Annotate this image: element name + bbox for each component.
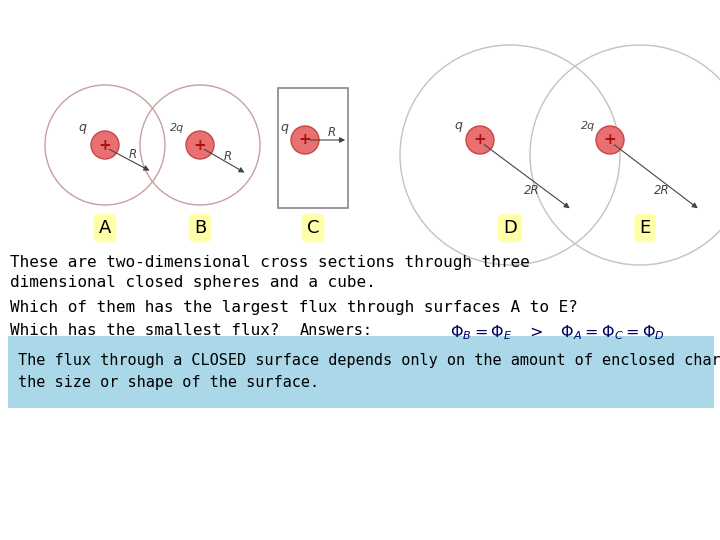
Text: the size or shape of the surface.: the size or shape of the surface.: [18, 375, 319, 390]
Circle shape: [596, 126, 624, 154]
Circle shape: [466, 126, 494, 154]
Text: R: R: [328, 126, 336, 139]
Text: +: +: [474, 132, 487, 147]
Text: 2q: 2q: [170, 123, 184, 133]
Text: +: +: [603, 132, 616, 147]
Text: C: C: [307, 219, 319, 237]
Circle shape: [291, 126, 319, 154]
Text: These are two-dimensional cross sections through three: These are two-dimensional cross sections…: [10, 255, 530, 270]
Text: q: q: [280, 122, 288, 134]
Bar: [8, 336, 714, 408]
Text: q: q: [454, 119, 462, 132]
Text: 2R: 2R: [654, 184, 670, 197]
Text: E: E: [639, 219, 651, 237]
Text: dimensional closed spheres and a cube.: dimensional closed spheres and a cube.: [10, 275, 376, 290]
Text: +: +: [194, 138, 207, 152]
Text: 2R: 2R: [524, 184, 540, 197]
Text: A: A: [99, 219, 111, 237]
Text: R: R: [129, 148, 137, 161]
Text: B: B: [194, 219, 206, 237]
Text: +: +: [299, 132, 311, 147]
Text: $\Phi_B= \Phi_E$   $>$   $\Phi_A= \Phi_C= \Phi_D$: $\Phi_B= \Phi_E$ $>$ $\Phi_A= \Phi_C= \P…: [450, 323, 665, 342]
Text: Which of them has the largest flux through surfaces A to E?: Which of them has the largest flux throu…: [10, 300, 578, 315]
Text: 2q: 2q: [581, 121, 595, 131]
Bar: [278, 88, 348, 208]
Text: R: R: [224, 151, 232, 164]
Text: Which has the smallest flux?: Which has the smallest flux?: [10, 323, 279, 338]
Text: D: D: [503, 219, 517, 237]
Text: +: +: [99, 138, 112, 152]
Circle shape: [186, 131, 214, 159]
Text: Answers:: Answers:: [300, 323, 373, 338]
Text: q: q: [78, 122, 86, 134]
Text: The flux through a CLOSED surface depends only on the amount of enclosed charge,: The flux through a CLOSED surface depend…: [18, 353, 720, 368]
Circle shape: [91, 131, 119, 159]
